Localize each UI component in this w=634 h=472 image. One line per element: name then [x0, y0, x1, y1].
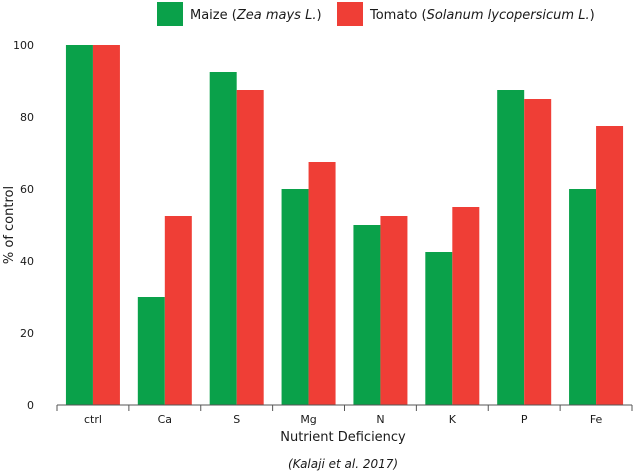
bar-maize-k — [425, 252, 453, 405]
y-tick-label: 60 — [20, 183, 34, 196]
y-tick-label: 80 — [20, 111, 34, 124]
bar-tomato-ca — [164, 216, 192, 405]
x-tick-label: Fe — [590, 413, 603, 426]
y-tick-label: 40 — [20, 255, 34, 268]
legend-label-maize: Maize (Zea mays L.) — [190, 8, 322, 23]
bar-tomato-k — [452, 207, 480, 405]
bar-tomato-mg — [308, 162, 336, 405]
y-tick-label: 20 — [20, 327, 34, 340]
bar-maize-ca — [137, 297, 165, 405]
bar-maize-s — [209, 72, 237, 405]
x-tick-label: P — [521, 413, 528, 426]
x-tick-label: K — [449, 413, 457, 426]
x-tick-label: N — [376, 413, 384, 426]
legend: Maize (Zea mays L.) Tomato (Solanum lyco… — [157, 2, 595, 26]
x-tick-label: ctrl — [84, 413, 102, 426]
bar-tomato-s — [236, 90, 264, 405]
x-tick-label: Ca — [158, 413, 172, 426]
bar-maize-mg — [281, 189, 309, 405]
x-tick-label: Mg — [300, 413, 316, 426]
legend-swatch-tomato — [337, 2, 363, 26]
y-tick-label: 0 — [27, 399, 34, 412]
x-axis: ctrl Ca S Mg N K P Fe — [56, 404, 633, 426]
bar-maize-ctrl — [65, 45, 93, 405]
legend-label-tomato: Tomato (Solanum lycopersicum L.) — [369, 8, 595, 23]
bars — [65, 45, 624, 405]
y-axis: 0 20 40 60 80 100 — [13, 39, 34, 412]
legend-swatch-maize — [157, 2, 183, 26]
source-caption: (Kalaji et al. 2017) — [288, 457, 398, 471]
x-tick-label: S — [233, 413, 240, 426]
bar-maize-p — [497, 90, 525, 405]
bar-maize-fe — [569, 189, 597, 405]
x-axis-title: Nutrient Deficiency — [280, 430, 406, 445]
bar-tomato-n — [380, 216, 408, 405]
bar-tomato-fe — [596, 126, 624, 405]
bar-maize-n — [353, 225, 381, 405]
bar-tomato-ctrl — [92, 45, 120, 405]
y-axis-title: % of control — [2, 186, 17, 264]
bar-tomato-p — [524, 99, 552, 405]
y-tick-label: 100 — [13, 39, 34, 52]
